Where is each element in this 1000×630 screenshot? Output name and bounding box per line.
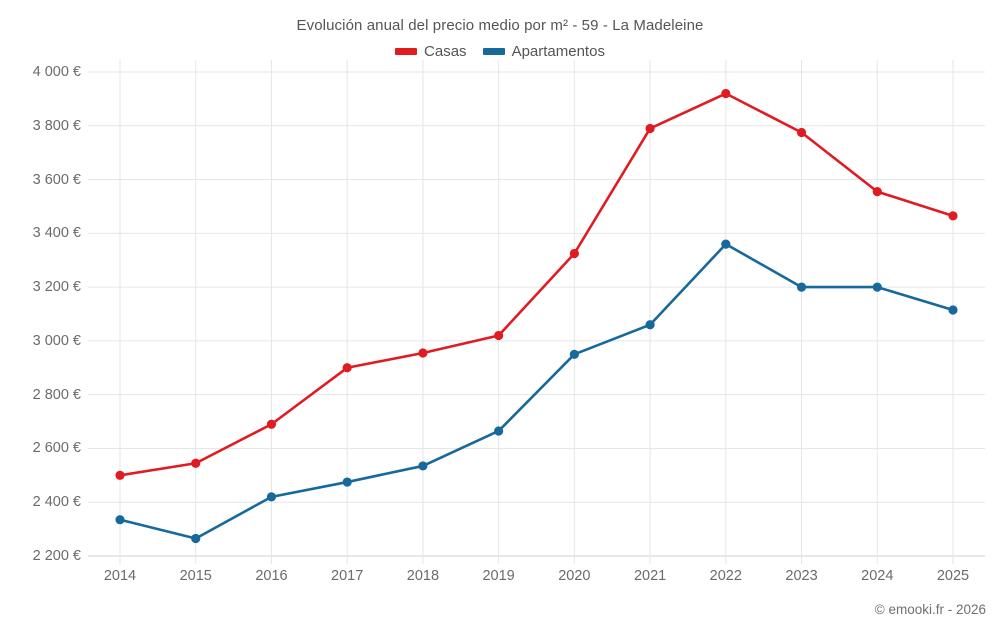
data-point-casas-2023[interactable] (796, 127, 807, 138)
y-axis-tick-label: 3 800 € (32, 117, 81, 134)
legend-swatch-apartamentos (482, 48, 505, 55)
y-axis-tick-label: 3 000 € (32, 332, 81, 349)
x-axis-tick-label: 2020 (558, 568, 591, 584)
data-point-apartamentos-2018[interactable] (418, 461, 428, 471)
legend-swatch-casas (395, 48, 418, 55)
data-point-apartamentos-2022[interactable] (721, 239, 731, 249)
legend-item-apartamentos[interactable]: Apartamentos (482, 43, 605, 60)
data-point-casas-2024[interactable] (872, 187, 882, 197)
y-axis-tick-label: 3 200 € (32, 279, 81, 296)
data-point-apartamentos-2020[interactable] (569, 349, 579, 359)
legend-item-casas[interactable]: Casas (395, 44, 467, 59)
data-point-casas-2017[interactable] (342, 363, 352, 373)
data-point-casas-2020[interactable] (569, 248, 579, 259)
x-axis-tick-label: 2021 (633, 568, 667, 584)
data-point-apartamentos-2017[interactable] (342, 477, 352, 487)
x-axis-tick-label: 2025 (936, 568, 970, 584)
x-axis-tick-label: 2018 (406, 568, 440, 584)
chart-legend: Casas Apartamentos (0, 44, 1000, 59)
x-axis-tick-label: 2017 (331, 568, 364, 584)
series-line-casas (118, 92, 955, 477)
data-point-apartamentos-2021[interactable] (645, 320, 655, 330)
data-point-casas-2016[interactable] (266, 419, 277, 429)
x-axis-tick-label: 2014 (103, 568, 137, 584)
y-axis-tick-label: 2 200 € (32, 548, 81, 564)
y-axis-tick-label: 2 400 € (32, 494, 81, 511)
data-point-casas-2022[interactable] (721, 88, 731, 99)
y-axis-tick-label: 2 800 € (32, 386, 81, 403)
chart-title: Evolución anual del precio medio por m² … (296, 17, 704, 34)
x-axis-tick-label: 2016 (255, 568, 288, 584)
data-point-casas-2014[interactable] (115, 470, 125, 480)
data-point-apartamentos-2016[interactable] (266, 492, 277, 502)
data-point-apartamentos-2019[interactable] (494, 426, 504, 436)
copyright-credit: © emooki.fr - 2026 (874, 602, 986, 617)
data-point-apartamentos-2023[interactable] (796, 282, 807, 292)
x-axis-tick-label: 2024 (861, 568, 894, 584)
y-axis-tick-label: 3 600 € (32, 171, 81, 188)
x-axis-tick-label: 2019 (482, 568, 515, 584)
data-point-casas-2021[interactable] (645, 123, 655, 134)
x-axis-tick-label: 2023 (785, 568, 818, 584)
y-axis-tick-label: 2 600 € (32, 440, 81, 457)
y-axis-tick-label: 3 400 € (32, 225, 81, 242)
data-point-casas-2015[interactable] (191, 458, 201, 468)
y-axis-tick-label: 4 000 € (32, 64, 81, 80)
data-point-apartamentos-2014[interactable] (115, 515, 125, 525)
x-axis-tick-label: 2022 (709, 568, 742, 584)
data-point-casas-2025[interactable] (948, 211, 958, 221)
data-point-casas-2019[interactable] (494, 330, 504, 341)
data-point-apartamentos-2025[interactable] (948, 305, 958, 315)
data-point-casas-2018[interactable] (418, 348, 428, 358)
data-point-apartamentos-2015[interactable] (191, 533, 201, 544)
series-line-apartamentos (118, 242, 955, 540)
data-point-apartamentos-2024[interactable] (872, 282, 882, 292)
legend-label-apartamentos: Apartamentos (511, 43, 605, 60)
legend-label-casas: Casas (424, 43, 467, 60)
x-axis-tick-label: 2015 (179, 568, 212, 584)
